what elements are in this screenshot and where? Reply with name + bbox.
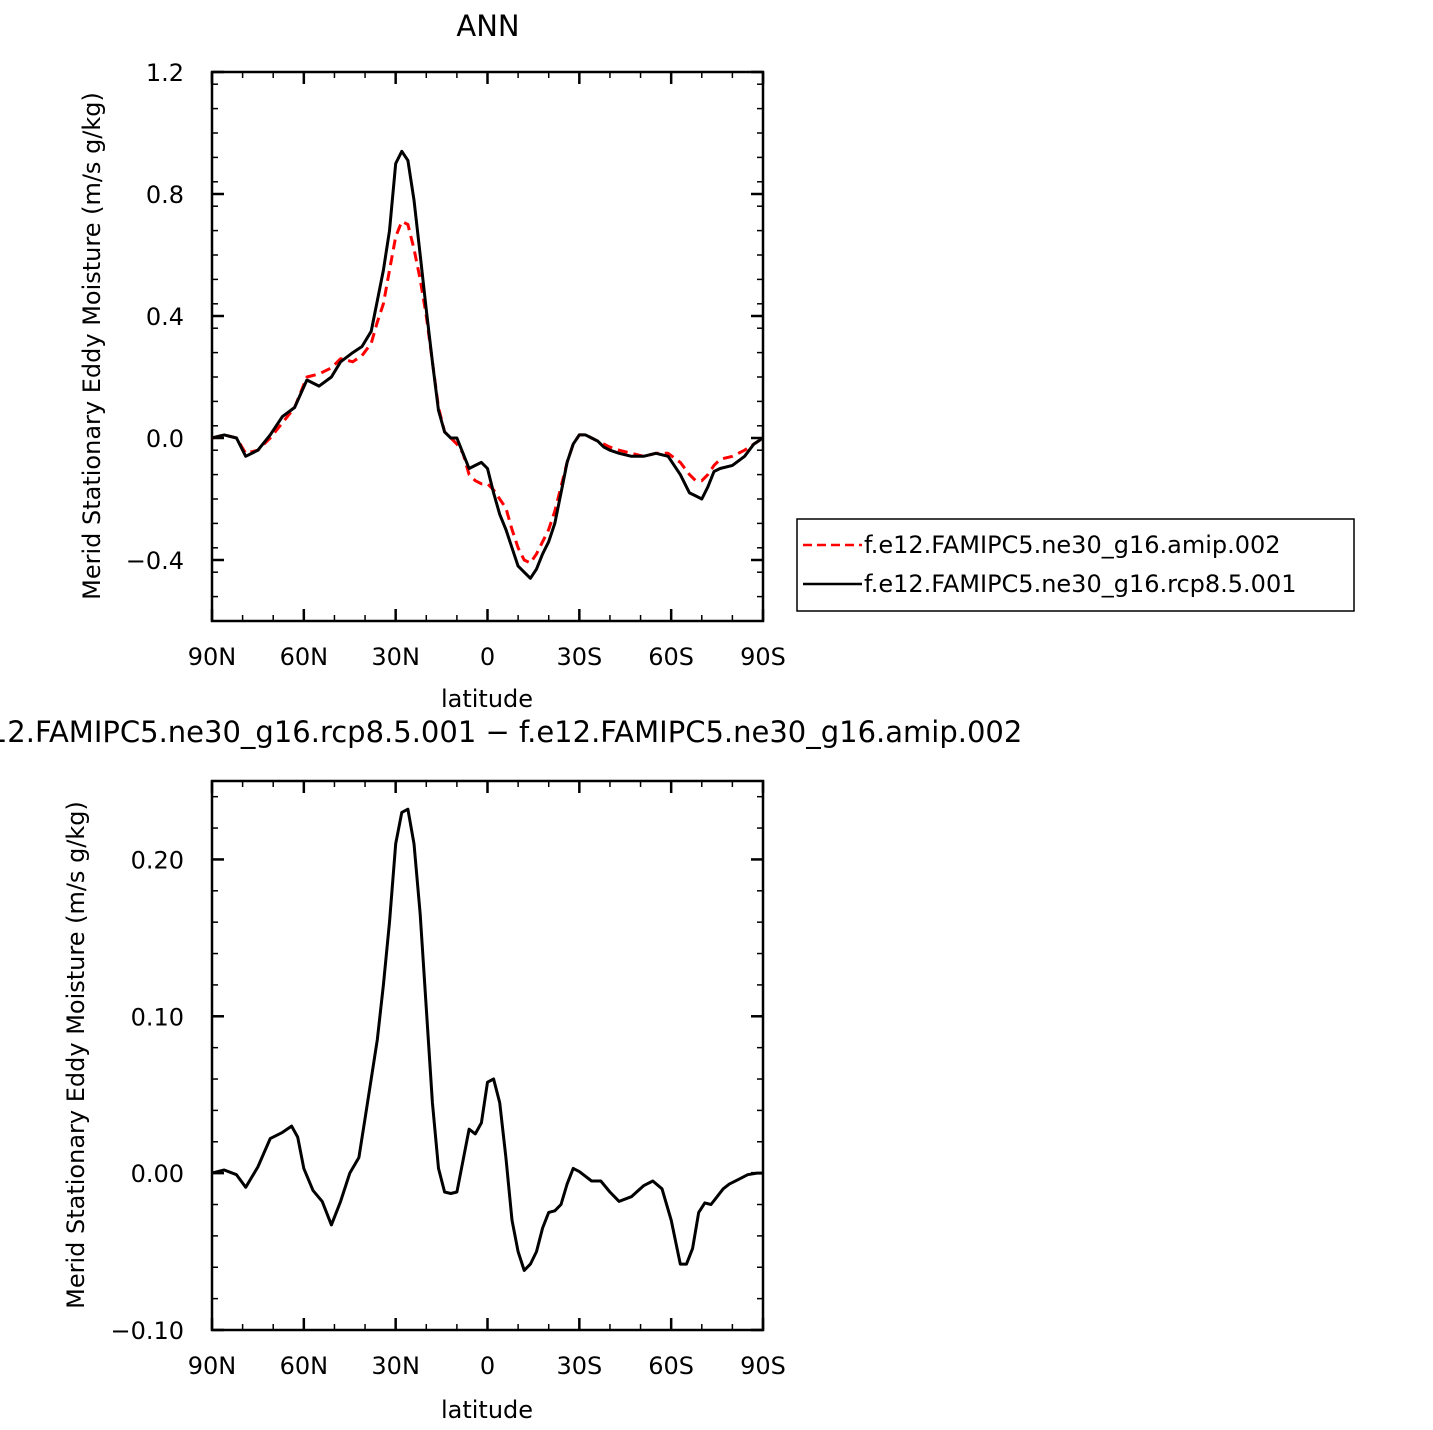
top-x-tick-label: 60N (280, 643, 329, 671)
bottom-x-tick-label: 60N (280, 1352, 329, 1380)
bottom-x-tick-label: 0 (480, 1352, 495, 1380)
top-y-tick-label: 1.2 (146, 59, 184, 87)
bottom-x-axis-title: latitude (441, 1396, 533, 1424)
bottom-x-tick-label: 30N (371, 1352, 420, 1380)
bottom-y-tick-label: 0.00 (131, 1160, 184, 1188)
bottom-y-tick-label: 0.10 (131, 1003, 184, 1031)
top-x-tick-label: 60S (648, 643, 694, 671)
bottom-y-tick-label: −0.10 (110, 1317, 184, 1345)
legend-label-amip: f.e12.FAMIPC5.ne30_g16.amip.002 (864, 531, 1281, 559)
top-plot-frame (210, 70, 765, 623)
bottom-y-tick-label: 0.20 (131, 846, 184, 874)
bottom-chart-title: f.e12.FAMIPC5.ne30_g16.rcp8.5.001 − f.e1… (0, 715, 1022, 749)
bottom-plot-frame (210, 779, 765, 1332)
top-x-tick-label: 30S (556, 643, 602, 671)
top-y-tick-label: −0.4 (126, 547, 184, 575)
bottom-chart-marks: 90N 60N 30N 0 30S 60S 90S −0.10 0.00 0.10 0.20 (110, 779, 786, 1380)
bottom-y-axis-title: Merid Stationary Eddy Moisture (m/s g/kg… (62, 801, 90, 1309)
top-x-axis-title: latitude (441, 685, 533, 713)
bottom-x-tick-label: 90N (188, 1352, 237, 1380)
bottom-x-tick-label: 90S (740, 1352, 786, 1380)
top-y-axis-title: Merid Stationary Eddy Moisture (m/s g/kg… (78, 92, 106, 600)
top-x-tick-label: 30N (371, 643, 420, 671)
top-y-tick-label: 0.4 (146, 303, 184, 331)
bottom-chart-panel: f.e12.FAMIPC5.ne30_g16.rcp8.5.001 − f.e1… (0, 715, 1022, 1424)
top-x-tick-label: 90N (188, 643, 237, 671)
top-chart-title: ANN (456, 9, 519, 43)
top-x-tick-label: 90S (740, 643, 786, 671)
top-chart-panel: ANN 90N 60N 30N 0 30S 60S 90S−0.40.00.40.81.2 … (78, 9, 786, 713)
top-y-tick-label: 0.8 (146, 181, 184, 209)
bottom-x-tick-label: 60S (648, 1352, 694, 1380)
top-y-tick-label: 0.0 (146, 425, 184, 453)
top-chart-marks: 90N 60N 30N 0 30S 60S 90S −0.4 0.0 0.4 0.8 1.2 (126, 59, 786, 671)
legend-box (796, 518, 1355, 612)
top-series-line-1 (211, 149, 764, 580)
top-series-line-0 (211, 219, 764, 565)
bottom-series-line-0 (211, 807, 763, 1272)
legend-label-rcp: f.e12.FAMIPC5.ne30_g16.rcp8.5.001 (864, 570, 1297, 598)
top-x-tick-label: 0 (480, 643, 495, 671)
legend: f.e12.FAMIPC5.ne30_g16.amip.002 f.e12.FA… (796, 518, 1355, 612)
bottom-x-tick-label: 30S (556, 1352, 602, 1380)
